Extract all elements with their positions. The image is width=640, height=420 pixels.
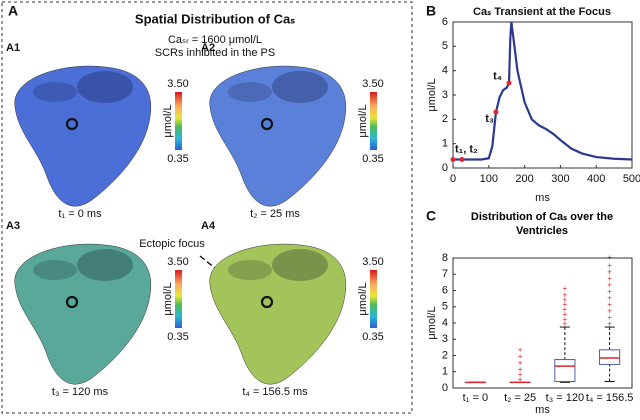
y-tick-label: 3 [442, 89, 448, 101]
heart [210, 244, 346, 384]
heart-opening [228, 82, 272, 102]
colorbar-unit: μmol/L [357, 104, 369, 137]
heart [15, 244, 151, 384]
x-tick-label: t₁ = 0 [463, 392, 488, 404]
colorbar [175, 92, 182, 150]
sub-panel-label: A4 [201, 220, 216, 232]
heart [210, 66, 346, 206]
y-tick-label: 6 [442, 284, 448, 296]
y-tick-label: 7 [442, 268, 448, 280]
annotation: Ectopic focus [139, 238, 205, 250]
y-tick-label: 3 [442, 333, 448, 345]
point-annotation: t₁, t₂ [455, 143, 478, 155]
panel-title: Spatial Distribution of Caₛ [135, 11, 295, 26]
y-tick-label: 5 [442, 40, 448, 52]
x-axis-label: ms [535, 404, 550, 415]
outlier: + [607, 261, 612, 270]
y-tick-label: 0 [442, 162, 448, 174]
colorbar-min: 0.35 [167, 153, 188, 165]
outlier: + [607, 253, 612, 262]
x-tick-label: 400 [587, 173, 605, 185]
time-point [459, 157, 464, 162]
colorbar [370, 270, 377, 328]
x-tick-label: 300 [551, 173, 569, 185]
y-tick-label: 0 [442, 382, 448, 394]
x-tick-label: 100 [480, 173, 498, 185]
y-tick-label: 4 [442, 65, 448, 77]
y-tick-label: 6 [442, 16, 448, 28]
heart-opening [272, 249, 328, 281]
x-tick-label: t₃ = 120 [546, 392, 584, 404]
y-tick-label: 8 [442, 252, 448, 264]
outlier: + [518, 346, 523, 355]
heart-opening [272, 71, 328, 103]
colorbar-unit: μmol/L [162, 282, 174, 315]
line [453, 22, 632, 159]
time-label: t₄ = 156.5 ms [242, 386, 308, 398]
point-annotation: t₄ [493, 71, 502, 83]
sub-panel-label: A2 [201, 42, 215, 54]
point-annotation: t₃ [485, 113, 494, 125]
box [555, 360, 575, 382]
y-tick-label: 5 [442, 301, 448, 313]
heart-opening [33, 82, 77, 102]
colorbar-unit: μmol/L [357, 282, 369, 315]
colorbar-unit: μmol/L [162, 104, 174, 137]
y-tick-label: 4 [442, 317, 448, 329]
x-axis-label: ms [535, 192, 550, 204]
heart [15, 66, 151, 206]
y-axis-label: μmol/L [426, 78, 438, 111]
time-label: t₂ = 25 ms [250, 208, 300, 220]
y-axis-label: μmol/L [426, 306, 438, 339]
colorbar-min: 0.35 [362, 153, 383, 165]
time-label: t₁ = 0 ms [58, 208, 102, 220]
heart-opening [33, 260, 77, 280]
x-tick-label: t₄ = 156.5 [586, 392, 634, 404]
chart-title: Caₛ Transient at the Focus [473, 6, 611, 18]
chart-title-box: Distribution of Caₛ over the Ventricles [452, 210, 632, 244]
panel-letter: C [426, 208, 436, 224]
heart-opening [77, 71, 133, 103]
y-tick-label: 2 [442, 349, 448, 361]
x-tick-label: 0 [450, 173, 456, 185]
time-point [451, 157, 456, 162]
plot-frame [453, 22, 632, 168]
colorbar-min: 0.35 [362, 331, 383, 343]
y-tick-label: 2 [442, 113, 448, 125]
x-tick-label: 500 [623, 173, 640, 185]
colorbar [175, 270, 182, 328]
colorbar-min: 0.35 [167, 331, 188, 343]
time-point [507, 80, 512, 85]
y-tick-label: 1 [442, 366, 448, 378]
time-label: t₃ = 120 ms [52, 386, 109, 398]
heart-opening [228, 260, 272, 280]
sub-panel-label: A1 [6, 42, 20, 54]
panel-letter: B [426, 3, 436, 19]
x-tick-label: t₂ = 25 [504, 392, 536, 404]
panel-letter: A [8, 3, 18, 19]
colorbar-max: 3.50 [167, 256, 188, 268]
box [600, 350, 620, 365]
colorbar-max: 3.50 [362, 78, 383, 90]
time-point [493, 110, 498, 115]
x-tick-label: 200 [515, 173, 533, 185]
colorbar-max: 3.50 [167, 78, 188, 90]
plot-frame [453, 258, 632, 388]
colorbar-max: 3.50 [362, 256, 383, 268]
outlier: + [563, 284, 568, 293]
heart-opening [77, 249, 133, 281]
colorbar [370, 92, 377, 150]
sub-panel-label: A3 [6, 220, 20, 232]
chart-title: Distribution of Caₛ over the Ventricles [452, 210, 632, 238]
y-tick-label: 1 [442, 138, 448, 150]
